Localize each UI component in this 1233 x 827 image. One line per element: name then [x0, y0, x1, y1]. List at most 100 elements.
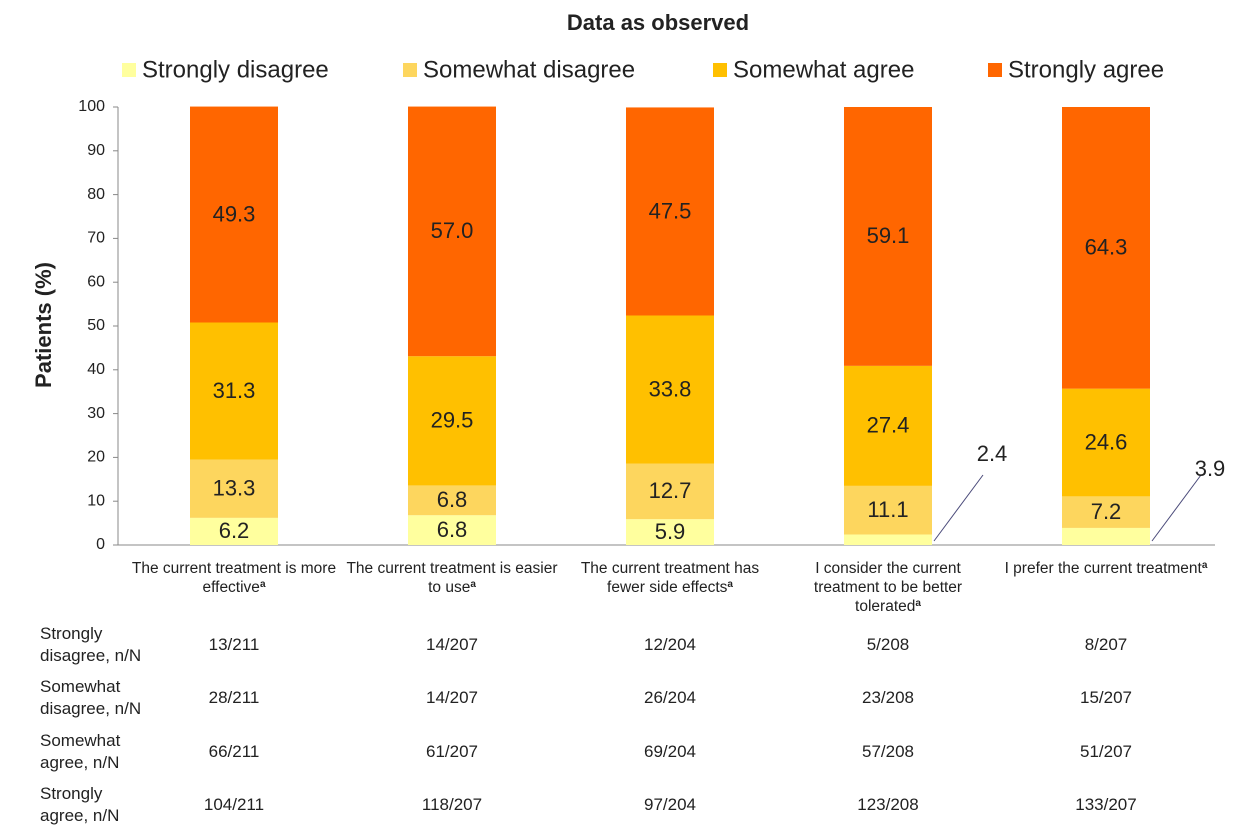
legend-swatch [403, 63, 417, 77]
footnote-mark: a [727, 579, 733, 590]
category-text: The current treatment has fewer side eff… [580, 560, 760, 596]
table-row-label: Somewhat agree, n/N [40, 731, 121, 772]
x-tick-label: The current treatment is easier to usea [345, 559, 560, 597]
data-label: 64.3 [1085, 235, 1128, 260]
table-cell: 66/211 [208, 742, 260, 761]
data-label: 2.4 [977, 441, 1008, 466]
y-tick-label: 20 [87, 449, 105, 466]
data-label: 6.8 [437, 487, 468, 512]
bar-segment [626, 315, 714, 464]
data-label: 13.3 [213, 476, 256, 501]
data-label: 12.7 [649, 478, 692, 503]
data-label: 7.2 [1091, 499, 1122, 524]
y-tick-label: 60 [87, 273, 105, 290]
table-row-label: Strongly disagree, n/N [40, 624, 142, 665]
legend-label: Strongly agree [1008, 56, 1164, 83]
data-label: 11.1 [867, 497, 908, 522]
bar-segment [844, 107, 932, 366]
bar-segment [408, 106, 496, 357]
data-label: 33.8 [649, 376, 692, 401]
data-label: 27.4 [867, 413, 910, 438]
data-label: 5.9 [655, 519, 686, 544]
data-label: 24.6 [1085, 429, 1128, 454]
data-label: 31.3 [213, 378, 256, 403]
footnote-mark: a [470, 579, 476, 590]
leader-line [933, 474, 984, 542]
y-axis-label: Patients (%) [31, 262, 56, 388]
category-text: I consider the current treatment to be b… [813, 560, 963, 615]
y-tick-label: 100 [78, 98, 105, 115]
data-label: 6.2 [219, 518, 250, 543]
table-cell: 133/207 [1075, 795, 1137, 814]
table-cell: 8/207 [1084, 635, 1128, 654]
bar-segment [408, 356, 496, 486]
bar-segment [190, 459, 278, 518]
legend-swatch [713, 63, 727, 77]
table-cell: 14/207 [426, 688, 478, 707]
table-cell: 12/204 [644, 635, 696, 654]
legend-swatch [988, 63, 1002, 77]
bar-segment [190, 517, 278, 545]
bar-segment [1062, 527, 1150, 545]
category-text: The current treatment is easier to use [346, 560, 558, 596]
legend-swatch [122, 63, 136, 77]
chart-title: Data as observed [567, 10, 749, 35]
table-row-label: Somewhat disagree, n/N [40, 677, 142, 718]
table-cell: 26/204 [644, 688, 696, 707]
bar-segment [626, 463, 714, 520]
bar-segment [190, 106, 278, 323]
y-tick-label: 10 [87, 492, 105, 509]
legend-label: Somewhat disagree [423, 56, 635, 83]
data-label: 49.3 [213, 201, 256, 226]
data-label: 6.8 [437, 517, 468, 542]
x-tick-label: The current treatment is more effectivea [127, 559, 342, 597]
table-cell: 104/211 [203, 795, 265, 814]
legend-label: Somewhat agree [733, 56, 914, 83]
data-label: 59.1 [867, 223, 910, 248]
bar-segment [190, 322, 278, 460]
y-tick-label: 70 [87, 230, 105, 247]
bar-segment [844, 485, 932, 535]
bar-segment [1062, 496, 1150, 528]
y-tick-label: 80 [87, 186, 105, 203]
table-cell: 57/208 [862, 742, 914, 761]
table-cell: 14/207 [426, 635, 478, 654]
x-tick-label: I consider the current treatment to be b… [781, 559, 996, 616]
table-cell: 5/208 [866, 635, 910, 654]
table-row-label: Strongly agree, n/N [40, 784, 120, 825]
x-tick-label: The current treatment has fewer side eff… [563, 559, 778, 597]
legend-label: Strongly disagree [142, 56, 329, 83]
bar-segment [1062, 107, 1150, 389]
y-tick-label: 0 [96, 536, 105, 553]
bar-segment [408, 485, 496, 516]
bar-segment [408, 515, 496, 545]
table-cell: 51/207 [1080, 742, 1132, 761]
category-text: The current treatment is more effective [131, 560, 337, 596]
data-label: 29.5 [431, 408, 474, 433]
footnote-mark: a [259, 579, 266, 590]
y-tick-label: 90 [87, 142, 105, 159]
y-tick-label: 40 [87, 361, 105, 378]
data-label: 57.0 [431, 218, 474, 243]
data-label: 3.9 [1195, 456, 1226, 481]
table-cell: 28/211 [208, 688, 260, 707]
bar-segment [626, 107, 714, 316]
footnote-mark: a [1201, 560, 1208, 571]
table-cell: 13/211 [208, 635, 260, 654]
x-tick-label: I prefer the current treatmenta [999, 559, 1214, 578]
table-cell: 23/208 [862, 688, 914, 707]
y-tick-label: 50 [87, 317, 105, 334]
footnote-mark: a [915, 598, 921, 609]
category-text: I prefer the current treatment [1004, 560, 1202, 577]
table-cell: 15/207 [1080, 688, 1132, 707]
table-cell: 97/204 [644, 795, 696, 814]
data-label: 47.5 [649, 198, 692, 223]
table-cell: 69/204 [644, 742, 696, 761]
table-cell: 61/207 [426, 742, 478, 761]
bar-segment [844, 365, 932, 486]
table-cell: 123/208 [857, 795, 919, 814]
bar-segment [626, 519, 714, 545]
table-cell: 118/207 [421, 795, 483, 814]
